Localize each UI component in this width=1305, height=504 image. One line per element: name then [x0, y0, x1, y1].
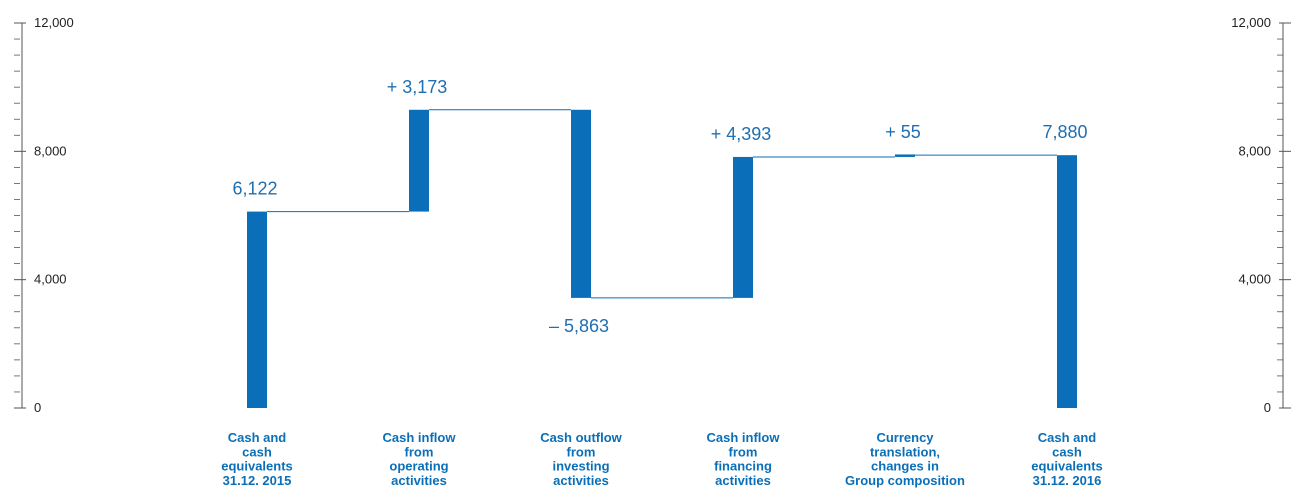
value-label: + 3,173	[387, 77, 448, 97]
right-tick-label: 12,000	[1231, 15, 1271, 30]
category-label: Cash and cash equivalents 31.12. 2016	[1031, 430, 1103, 488]
value-label: – 5,863	[549, 316, 609, 336]
waterfall-bar	[895, 154, 915, 157]
category-label-line: activities	[391, 473, 447, 488]
category-label-line: translation,	[870, 444, 940, 459]
category-label: Currency translation, changes in Group comp…	[845, 430, 965, 488]
category-label-line: Cash outflow	[540, 430, 622, 445]
category-label-line: activities	[715, 473, 771, 488]
category-label-line: cash	[1052, 444, 1082, 459]
category-label: Cash and cash equivalents 31.12. 2015	[221, 430, 293, 488]
category-label-line: 31.12. 2015	[223, 473, 292, 488]
category-label-line: Group composition	[845, 473, 965, 488]
value-label: + 55	[885, 122, 921, 142]
category-label-line: Cash and	[228, 430, 287, 445]
category-label-line: Cash inflow	[383, 430, 457, 445]
category-label-line: from	[405, 444, 434, 459]
category-label: Cash inflow from operating activities	[383, 430, 457, 488]
category-label: Cash inflow from financing activities	[707, 430, 781, 488]
category-label-line: Currency	[876, 430, 934, 445]
category-label-line: Cash inflow	[707, 430, 781, 445]
left-tick-label: 8,000	[34, 143, 67, 158]
right-tick-label: 8,000	[1238, 143, 1271, 158]
category-label-line: equivalents	[1031, 459, 1103, 474]
category-label-line: Cash and	[1038, 430, 1097, 445]
category-label-line: 31.12. 2016	[1033, 473, 1102, 488]
right-tick-label: 4,000	[1238, 272, 1271, 287]
category-label-line: financing	[714, 459, 772, 474]
value-label: 7,880	[1042, 122, 1087, 142]
waterfall-bar	[1057, 155, 1077, 408]
category-label-line: operating	[389, 459, 448, 474]
category-label-line: equivalents	[221, 459, 293, 474]
value-label: 6,122	[232, 179, 277, 199]
category-label-line: cash	[242, 444, 272, 459]
left-tick-label: 12,000	[34, 15, 74, 30]
category-label-line: investing	[552, 459, 609, 474]
category-label-line: changes in	[871, 459, 939, 474]
waterfall-bar	[733, 156, 753, 298]
value-label: + 4,393	[711, 124, 772, 144]
waterfall-bar	[409, 109, 429, 212]
waterfall-bar	[571, 109, 591, 298]
category-label-line: activities	[553, 473, 609, 488]
category-label: Cash outflow from investing activities	[540, 430, 622, 488]
waterfall-bar	[247, 211, 267, 408]
category-label-line: from	[729, 444, 758, 459]
left-tick-label: 0	[34, 400, 41, 415]
category-label-line: from	[567, 444, 596, 459]
left-tick-label: 4,000	[34, 272, 67, 287]
right-tick-label: 0	[1264, 400, 1271, 415]
